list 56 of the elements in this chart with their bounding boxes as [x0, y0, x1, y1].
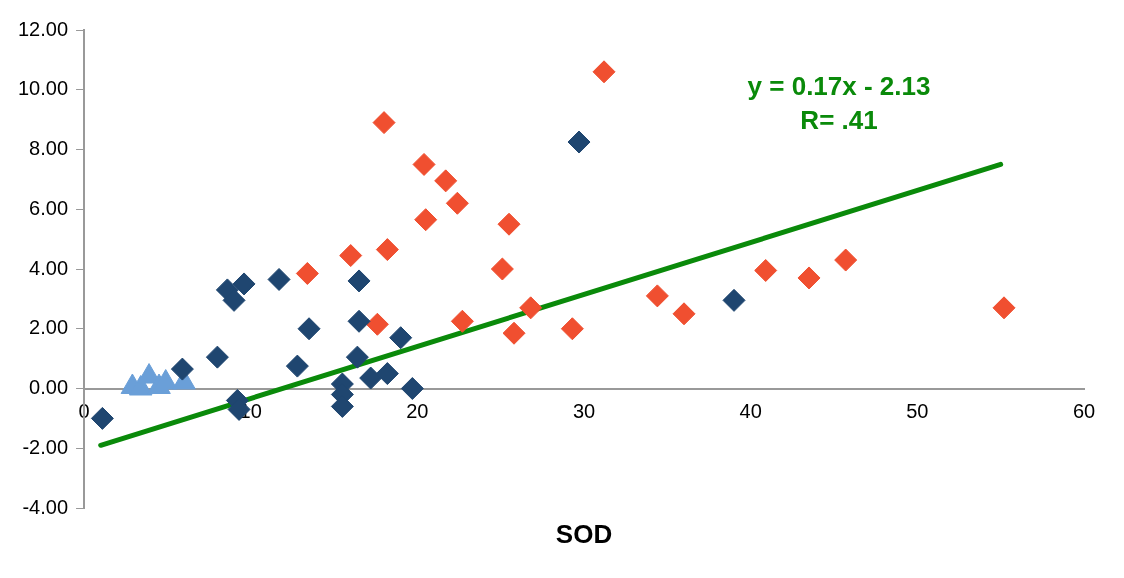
y-tick-label: 6.00	[29, 196, 69, 219]
x-tick-label: 30	[572, 400, 596, 423]
point	[365, 312, 389, 336]
point	[347, 309, 371, 333]
point	[560, 317, 584, 341]
point	[412, 152, 436, 176]
point	[389, 326, 413, 350]
point	[359, 366, 383, 390]
y-tick-label: -2.00	[22, 435, 69, 458]
point	[205, 345, 229, 369]
point	[372, 111, 396, 135]
point	[497, 212, 521, 236]
point	[722, 288, 746, 312]
point	[797, 266, 821, 290]
annotation: y = 0.17x - 2.13	[747, 71, 931, 102]
point	[445, 191, 469, 215]
point	[90, 406, 114, 430]
point	[232, 272, 256, 296]
y-tick-label: 8.00	[29, 137, 69, 160]
x-axis-title: SOD	[555, 519, 613, 550]
point	[567, 130, 591, 154]
point	[347, 269, 371, 293]
x-tick-label: 60	[1072, 400, 1096, 423]
y-tick-label: 12.00	[17, 17, 69, 40]
point	[414, 208, 438, 232]
point	[519, 296, 543, 320]
point	[400, 377, 424, 400]
point	[339, 244, 363, 268]
point	[502, 321, 526, 345]
point	[267, 267, 291, 291]
point	[297, 317, 321, 341]
point	[295, 261, 319, 285]
y-tick-label: -4.00	[22, 495, 69, 518]
point	[450, 309, 474, 333]
point	[834, 248, 858, 272]
point	[672, 302, 696, 326]
point	[490, 257, 514, 281]
point	[592, 60, 616, 84]
point	[754, 258, 778, 282]
x-tick-label: 40	[739, 400, 762, 423]
y-tick-label: 10.00	[17, 77, 69, 100]
point	[375, 362, 399, 386]
y-tick-label: 2.00	[29, 316, 69, 339]
x-tick-label: 50	[906, 400, 929, 423]
point	[375, 238, 399, 262]
point	[285, 354, 309, 378]
point	[645, 284, 669, 308]
y-tick-label: 4.00	[29, 256, 69, 279]
point	[992, 296, 1016, 320]
point	[222, 288, 246, 312]
y-tick-label: 0.00	[29, 376, 69, 399]
point	[170, 357, 194, 381]
x-tick-label: 20	[406, 400, 429, 423]
point	[434, 169, 458, 193]
point	[345, 345, 369, 369]
annotation: R= .41	[800, 105, 878, 136]
